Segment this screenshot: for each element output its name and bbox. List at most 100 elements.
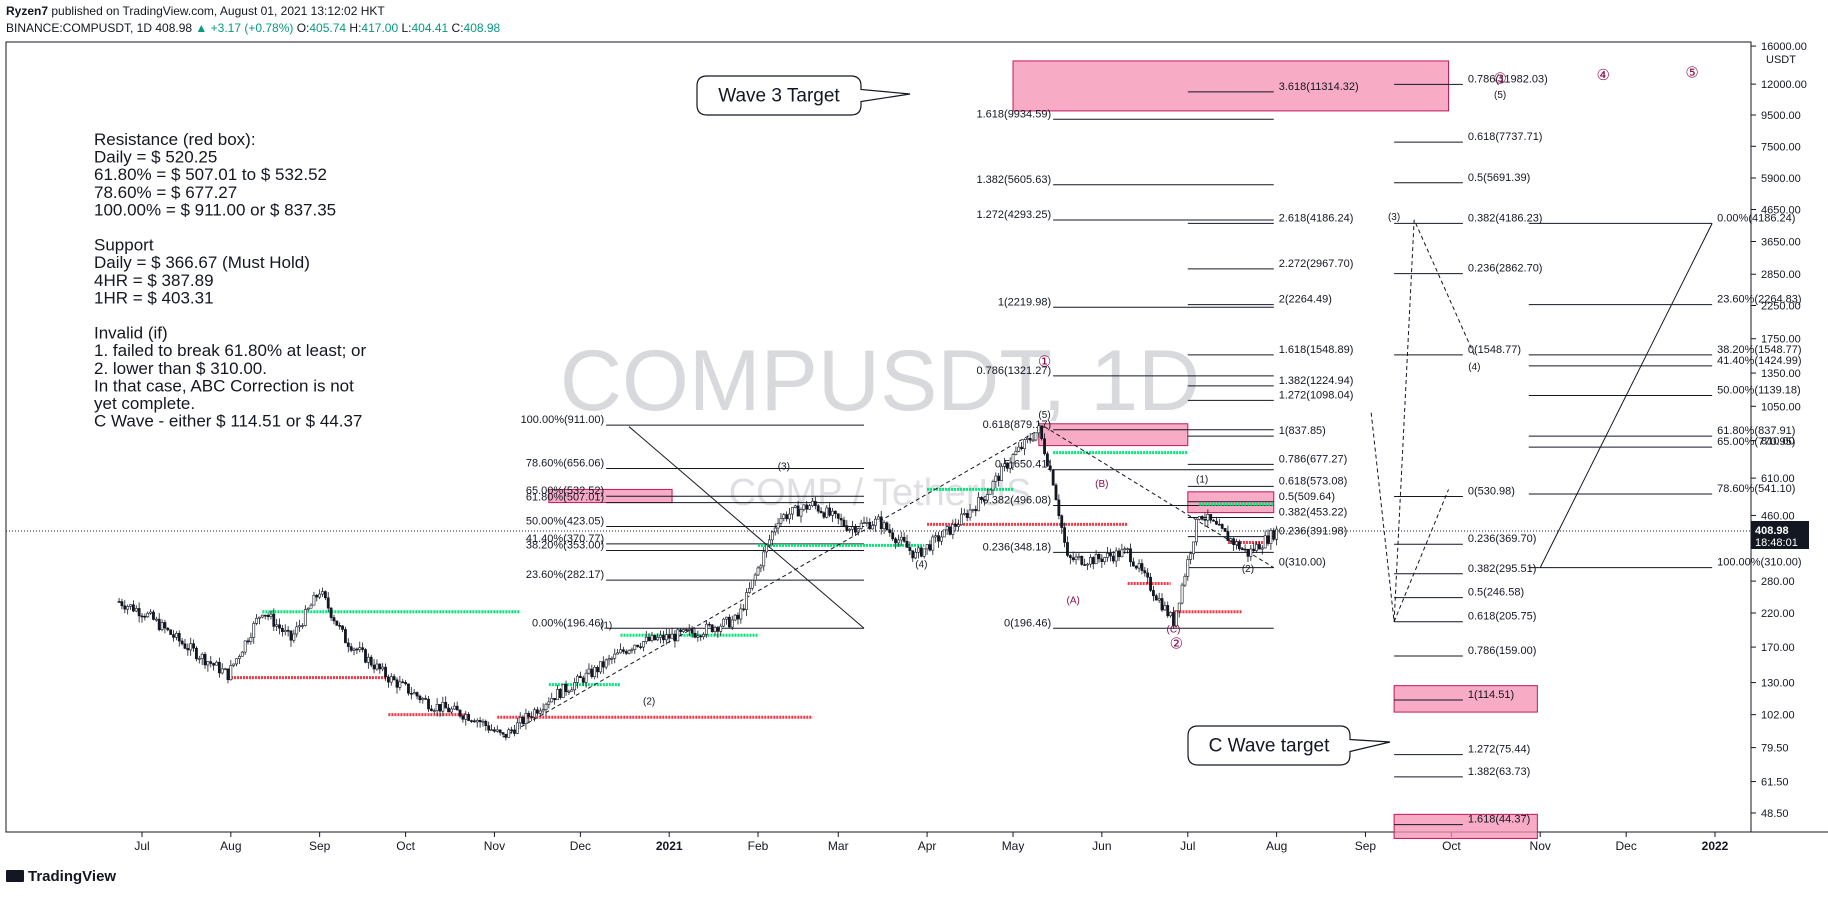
candle-body	[627, 649, 631, 654]
fib-level-label: 0.786(159.00)	[1468, 645, 1537, 657]
candle-body	[149, 611, 152, 614]
wave-label-minor: (4)	[1468, 362, 1480, 373]
candle-body	[258, 616, 261, 619]
y-tick-label: 5900.00	[1761, 173, 1801, 185]
candle-body	[186, 648, 190, 651]
candle-body	[450, 708, 453, 713]
candle-body	[369, 656, 373, 666]
price-badge	[1751, 520, 1809, 549]
candle-body	[928, 544, 932, 551]
candle-body	[375, 663, 379, 670]
candle-body	[412, 692, 416, 695]
candle-body	[985, 494, 989, 501]
candle-body	[670, 633, 674, 639]
candle-body	[785, 514, 789, 520]
candle-body	[1217, 523, 1221, 526]
candle-body	[309, 604, 313, 609]
candle-body	[203, 653, 207, 666]
candle-body	[584, 672, 588, 683]
candle-body	[206, 661, 210, 666]
candle-body	[1060, 515, 1064, 528]
last-price: 408.98	[155, 21, 193, 35]
candle-body	[1131, 561, 1135, 567]
fib-level-label: 1.382(1224.94)	[1279, 375, 1354, 387]
candle-body	[888, 529, 892, 534]
candle-body	[960, 513, 963, 526]
candle-body	[1197, 516, 1201, 520]
candle-body	[1226, 531, 1230, 541]
candle-body	[510, 729, 514, 732]
y-tick-label: 2850.00	[1761, 269, 1801, 281]
candle-body	[982, 499, 986, 501]
candle-body	[682, 629, 685, 632]
candle-body	[1169, 612, 1173, 617]
candle-body	[140, 615, 144, 618]
candle-body	[1174, 610, 1178, 627]
candle-body	[461, 715, 465, 720]
candle-body	[707, 623, 711, 626]
candle-body	[215, 661, 218, 666]
candle-body	[372, 664, 376, 670]
candle-body	[318, 593, 322, 598]
candle-body	[418, 695, 422, 701]
wave-label-minor: (C)	[1167, 624, 1181, 635]
candle-body	[684, 629, 688, 631]
fib-level-label: 0.236(391.98)	[1279, 526, 1348, 538]
analysis-note-line: 1. failed to break 61.80% at least; or	[94, 341, 367, 360]
candle-body	[513, 729, 516, 734]
candle-body	[1037, 425, 1041, 434]
unit-label: USDT	[1766, 54, 1796, 66]
candle-body	[1172, 612, 1175, 627]
candle-body	[220, 668, 224, 674]
candle-body	[527, 712, 531, 717]
candle-body	[464, 714, 468, 720]
y-tick-label: 1050.00	[1761, 401, 1801, 413]
candle-body	[604, 659, 608, 668]
fib-level-label: 2(2264.49)	[1279, 294, 1332, 306]
fib-level-label: 0.382(496.08)	[983, 494, 1052, 506]
candle-body	[1240, 548, 1244, 551]
fib-level-label: 3.618(11314.32)	[1279, 81, 1359, 93]
candle-body	[550, 697, 554, 703]
wave-label-minor: (1)	[600, 620, 612, 631]
candle-body	[914, 551, 918, 559]
candle-body	[346, 642, 350, 647]
candle-body	[705, 623, 708, 635]
fib-level-label: 1.382(63.73)	[1468, 766, 1530, 778]
candle-body	[722, 618, 726, 627]
fib-level-label: 0(530.98)	[1468, 485, 1515, 497]
candle-body	[272, 613, 276, 627]
analysis-note-line: Invalid (if)	[94, 324, 168, 343]
candle-body	[882, 522, 886, 530]
candle-body	[590, 668, 594, 677]
candle-body	[971, 509, 975, 511]
candle-body	[1094, 554, 1098, 565]
candle-body	[768, 539, 771, 546]
candle-body	[1203, 519, 1207, 521]
candle-body	[713, 627, 717, 632]
wave-label-primary: ④	[1597, 67, 1610, 84]
candle-body	[321, 591, 324, 595]
y-tick-label: 460.00	[1761, 510, 1795, 522]
y-tick-label: 12000.00	[1761, 79, 1807, 91]
y-tick-label: 61.50	[1761, 777, 1789, 789]
candle-body	[937, 535, 940, 542]
candle-body	[745, 592, 748, 610]
candle-body	[240, 651, 244, 657]
y-tick-label: 810.00	[1761, 436, 1795, 448]
candle-body	[811, 500, 814, 507]
candle-body	[432, 710, 436, 712]
candle-body	[578, 675, 582, 679]
candle-body	[404, 682, 407, 685]
candle-body	[132, 604, 135, 612]
wave-label-minor: (5)	[1038, 410, 1050, 421]
candle-body	[160, 622, 164, 631]
x-tick-label: Aug	[1266, 839, 1287, 853]
candle-body	[315, 594, 319, 598]
candle-body	[564, 684, 568, 692]
candle-body	[599, 661, 602, 673]
candle-body	[172, 634, 175, 638]
candle-body	[1134, 565, 1138, 569]
candle-body	[876, 516, 880, 520]
